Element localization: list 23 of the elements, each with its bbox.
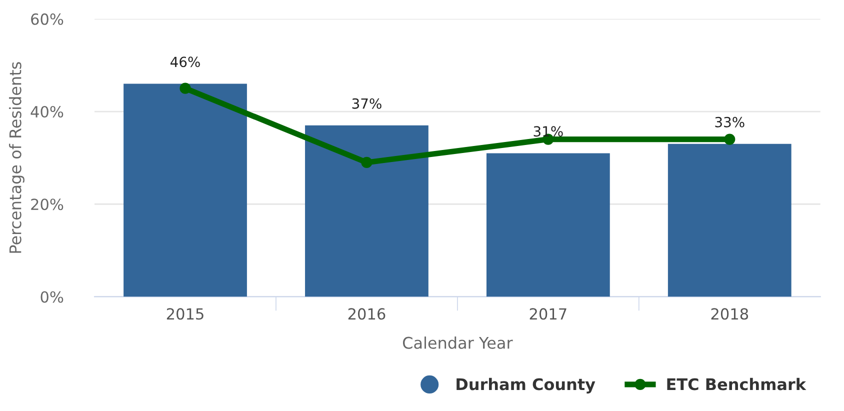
legend-label: ETC Benchmark	[667, 378, 806, 390]
data-label: 31%	[534, 126, 563, 137]
x-tick-label: 2018	[711, 308, 748, 320]
bar	[124, 84, 247, 297]
bar	[305, 125, 428, 297]
point	[724, 134, 736, 145]
y-axis-title: Percentage of Residents	[9, 62, 24, 253]
legend-label: Durham County	[456, 378, 596, 394]
y-tick-label: 40%	[30, 106, 64, 118]
x-axis-title: Calendar Year	[402, 336, 513, 349]
x-tick-label: 2016	[348, 308, 386, 320]
bar	[486, 153, 610, 297]
data-label: 33%	[715, 116, 744, 128]
point	[180, 82, 191, 94]
x-tick-label: 2017	[530, 308, 566, 320]
x-tick-label: 2015	[166, 308, 204, 320]
data-label: 37%	[352, 98, 382, 109]
y-tick-label: 20%	[31, 198, 64, 210]
bar	[668, 144, 792, 297]
point	[361, 156, 372, 168]
y-tick-label: 60%	[31, 13, 64, 25]
data-label: 46%	[170, 56, 200, 68]
y-tick-label: 0%	[40, 291, 64, 303]
